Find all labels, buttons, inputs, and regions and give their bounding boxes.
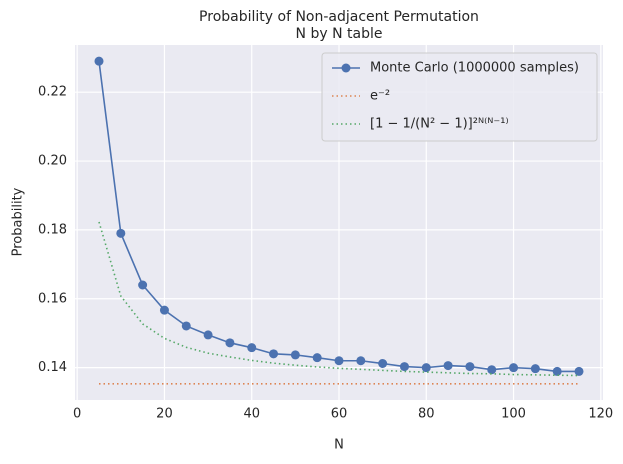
data-point <box>225 338 235 348</box>
data-point <box>116 228 126 238</box>
y-tick-label: 0.14 <box>38 360 67 375</box>
data-point <box>443 361 453 371</box>
data-point <box>181 321 191 331</box>
x-tick-label: 40 <box>243 407 260 422</box>
legend: Monte Carlo (1000000 samples) e⁻² [1 − 1/(… <box>321 52 598 142</box>
data-point <box>421 363 431 373</box>
x-tick-label: 80 <box>418 407 435 422</box>
data-point <box>159 305 169 315</box>
y-tick-label: 0.20 <box>38 154 67 169</box>
legend-label: [1 − 1/(N² − 1)]²ᴺ⁽ᴺ⁻¹⁾ <box>370 117 509 132</box>
data-point <box>378 359 388 369</box>
data-point <box>94 56 104 66</box>
chart-subtitle: N by N table <box>296 26 383 42</box>
chart-title: Probability of Non-adjacent Permutation <box>199 9 479 25</box>
data-point <box>138 280 148 290</box>
legend-label: Monte Carlo (1000000 samples) <box>370 61 579 76</box>
data-point <box>312 353 322 363</box>
data-point <box>552 366 562 376</box>
data-point <box>465 362 475 372</box>
y-tick-label: 0.16 <box>38 291 67 306</box>
x-tick-label: 0 <box>73 407 81 422</box>
data-point <box>203 330 213 340</box>
marks <box>94 56 584 385</box>
data-point <box>334 356 344 366</box>
legend-marker <box>341 63 351 73</box>
data-point <box>530 364 540 374</box>
y-axis-label: Probability <box>11 187 26 256</box>
data-point <box>269 349 279 359</box>
data-point <box>574 366 584 376</box>
y-tick-label: 0.18 <box>38 222 67 237</box>
data-point <box>509 363 519 373</box>
x-axis-label: N <box>334 438 344 453</box>
data-point <box>247 343 257 353</box>
legend-label: e⁻² <box>370 89 390 104</box>
data-point <box>487 365 497 375</box>
x-tick-label: 100 <box>501 407 526 422</box>
data-point <box>356 356 366 366</box>
x-tick-label: 120 <box>588 407 613 422</box>
series-line <box>98 221 580 377</box>
x-tick-label: 20 <box>156 407 173 422</box>
legend-box <box>321 52 598 142</box>
data-point <box>399 362 409 372</box>
x-tick-label: 60 <box>331 407 348 422</box>
data-point <box>290 350 300 360</box>
y-tick-label: 0.22 <box>38 85 67 100</box>
